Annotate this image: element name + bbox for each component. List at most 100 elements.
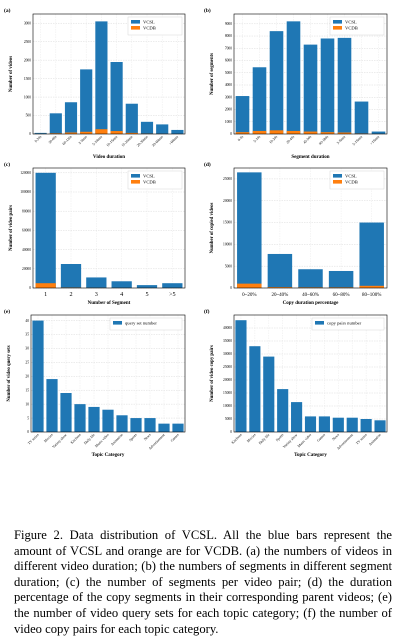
y-tick-label: 10 bbox=[25, 402, 29, 406]
panel-label: (b) bbox=[204, 7, 211, 14]
bar-primary bbox=[333, 418, 344, 432]
x-axis-label: Topic Category bbox=[294, 453, 327, 458]
y-axis-label: Number of segments bbox=[210, 53, 215, 95]
x-tick-label: 5-10s bbox=[253, 134, 262, 143]
y-axis-label: Number of video copy pairs bbox=[210, 345, 215, 402]
x-tick-label: Daily life bbox=[258, 433, 271, 446]
bar-primary bbox=[88, 407, 99, 432]
y-tick-label: 8000 bbox=[225, 34, 232, 38]
bar-primary bbox=[298, 269, 322, 288]
bar-primary bbox=[172, 424, 183, 432]
y-tick-label: 3000 bbox=[24, 21, 31, 25]
y-tick-label: 0 bbox=[230, 286, 232, 290]
y-tick-label: 40000 bbox=[223, 326, 232, 330]
bar-primary bbox=[61, 264, 81, 288]
legend: copy pairs number bbox=[312, 318, 384, 330]
x-tick-label: 60~80% bbox=[333, 293, 350, 298]
chart-panel-4: (d)05000100001500020000250000~20%20~40%4… bbox=[204, 161, 387, 306]
panel-label: (f) bbox=[204, 308, 210, 315]
panel-label: (c) bbox=[4, 161, 10, 168]
y-tick-label: 20000 bbox=[223, 199, 232, 203]
bar-primary bbox=[32, 321, 43, 432]
y-tick-label: 80000 bbox=[22, 209, 31, 213]
y-tick-label: 5000 bbox=[225, 264, 232, 268]
legend-swatch bbox=[131, 20, 140, 24]
panel-label: (a) bbox=[4, 7, 11, 14]
y-tick-label: 9000 bbox=[225, 22, 232, 26]
x-tick-label: Games bbox=[316, 432, 326, 442]
bar-primary bbox=[338, 38, 352, 134]
x-tick-label: 3 bbox=[95, 291, 98, 298]
legend-swatch bbox=[333, 174, 342, 178]
panel-label: (d) bbox=[204, 161, 211, 168]
x-tick-label: 2 bbox=[69, 291, 72, 298]
bar-primary bbox=[347, 418, 358, 432]
x-tick-label: Sports bbox=[275, 432, 285, 442]
legend-label: VCDB bbox=[143, 25, 156, 30]
x-tick-label: Variety show bbox=[52, 433, 68, 449]
legend-swatch bbox=[113, 321, 122, 325]
bar-primary bbox=[291, 402, 302, 432]
y-tick-label: 0 bbox=[230, 430, 232, 434]
x-tick-label: 1 bbox=[44, 291, 47, 298]
x-tick-label: Kitchens bbox=[231, 432, 243, 444]
y-tick-label: 25 bbox=[25, 361, 29, 365]
bar-primary bbox=[111, 62, 123, 134]
bar-primary bbox=[374, 420, 385, 432]
x-tick-label: 0~20% bbox=[242, 293, 256, 298]
bar-primary bbox=[237, 172, 261, 288]
legend-swatch bbox=[333, 20, 342, 24]
legend-swatch bbox=[131, 174, 140, 178]
bar-primary bbox=[102, 410, 113, 432]
x-axis-label: Video duration bbox=[93, 155, 125, 160]
bar-primary bbox=[263, 357, 274, 432]
y-tick-label: 15000 bbox=[223, 391, 232, 395]
legend-swatch bbox=[131, 180, 140, 184]
y-tick-label: 20000 bbox=[22, 267, 31, 271]
x-tick-label: 20~40% bbox=[271, 293, 288, 298]
y-tick-label: 5000 bbox=[225, 71, 232, 75]
figure-caption: Figure 2. Data distribution of VCSL. All… bbox=[14, 528, 392, 637]
legend: query set number bbox=[110, 318, 182, 330]
y-tick-label: 4000 bbox=[225, 83, 232, 87]
bar-primary bbox=[36, 173, 56, 288]
x-axis-label: Segment duration bbox=[291, 155, 329, 160]
x-tick-label: 60-120s bbox=[62, 134, 73, 145]
bar-primary bbox=[86, 277, 106, 288]
bar-primary bbox=[359, 223, 383, 288]
x-tick-label: 2-5min bbox=[78, 135, 88, 145]
x-axis-label: Topic Category bbox=[92, 453, 125, 458]
x-tick-label: 40~60% bbox=[302, 293, 319, 298]
x-tick-label: News bbox=[143, 432, 152, 441]
y-tick-label: 3000 bbox=[225, 95, 232, 99]
bar-primary bbox=[116, 415, 127, 432]
legend-label: VCSL bbox=[143, 19, 155, 24]
legend-label: query set number bbox=[125, 320, 157, 325]
x-tick-label: >5 bbox=[169, 291, 176, 298]
y-tick-label: 0 bbox=[27, 430, 29, 434]
x-tick-label: Music video bbox=[94, 433, 110, 449]
x-tick-label: 5-15min bbox=[352, 135, 364, 147]
legend-swatch bbox=[315, 321, 324, 325]
y-tick-label: 35 bbox=[25, 333, 29, 337]
x-tick-label: TV series bbox=[27, 432, 40, 445]
bar-primary bbox=[50, 113, 62, 134]
bar-primary bbox=[46, 379, 57, 432]
y-tick-label: 25000 bbox=[223, 365, 232, 369]
bar-primary bbox=[361, 419, 372, 432]
bar-vcdb bbox=[80, 132, 92, 134]
bar-primary bbox=[319, 416, 330, 432]
x-tick-label: 80~100% bbox=[362, 293, 381, 298]
x-tick-label: 5 bbox=[145, 291, 148, 298]
y-tick-label: 6000 bbox=[225, 59, 232, 63]
legend-swatch bbox=[131, 26, 140, 30]
x-tick-label: 90-180s bbox=[318, 134, 329, 145]
bar-primary bbox=[270, 31, 284, 134]
x-tick-label: Movies bbox=[246, 432, 257, 443]
